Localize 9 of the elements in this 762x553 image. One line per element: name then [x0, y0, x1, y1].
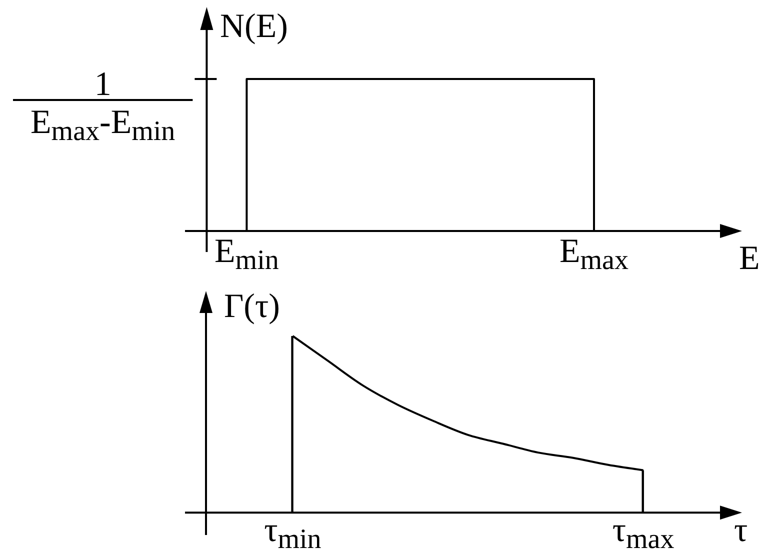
x-tick-label: τ$_{min}$: [264, 512, 322, 553]
x-tick-label: τ$_{max}$: [612, 512, 674, 553]
x-axis-title: E: [739, 240, 760, 277]
y-axis-title: N(E): [220, 8, 288, 45]
x-tick-label: E$_{min}$: [214, 233, 279, 276]
x-axis-title: τ: [734, 512, 748, 549]
text: 1 E$_{max}$-E$_{min}$: [30, 66, 176, 147]
y-axis-title: Γ(τ): [224, 288, 280, 325]
x-tick-label: E$_{max}$: [560, 233, 628, 276]
